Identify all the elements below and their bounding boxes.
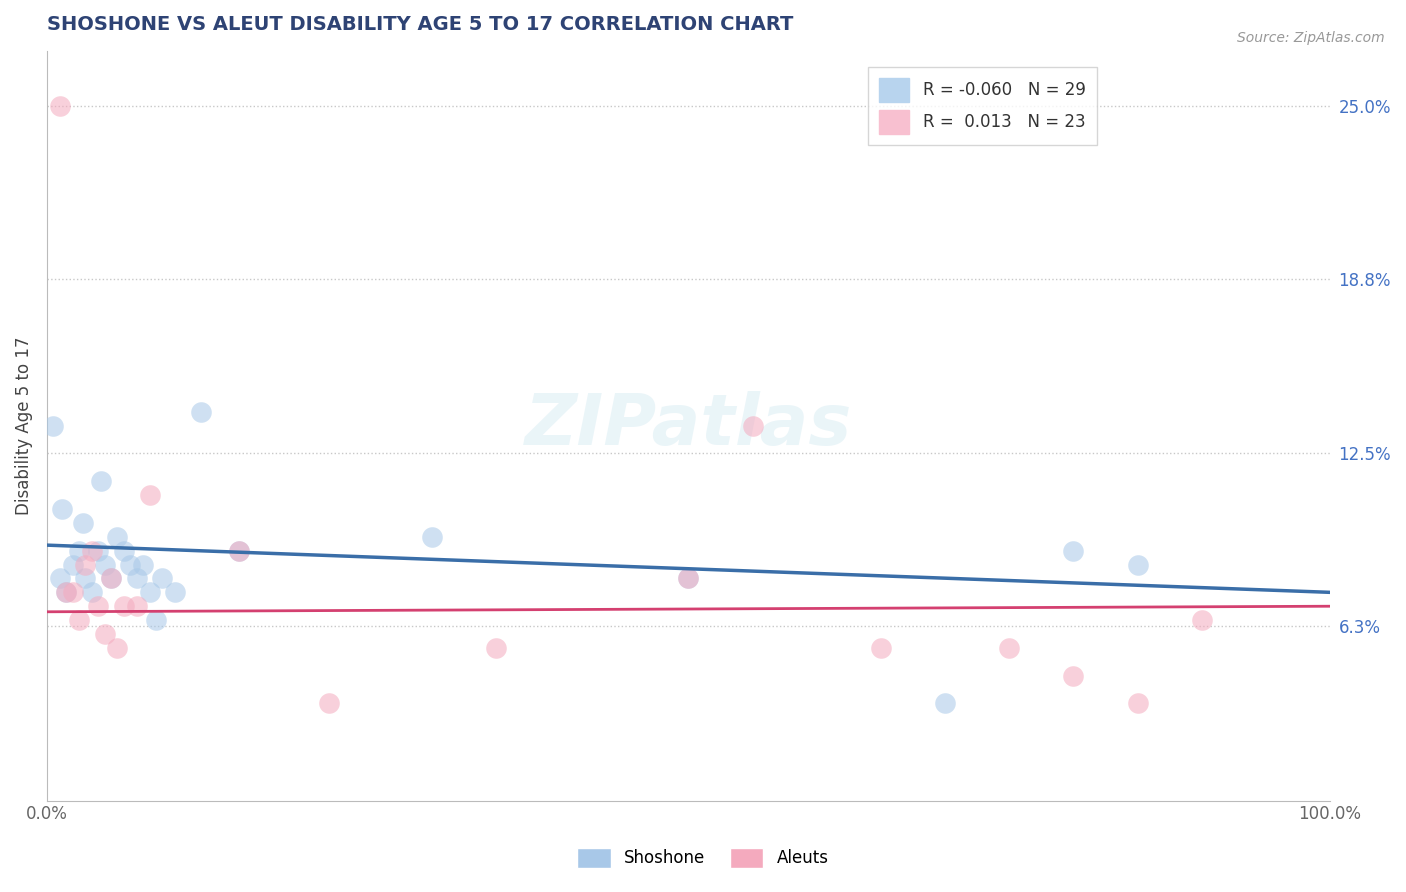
Text: ZIPatlas: ZIPatlas <box>524 392 852 460</box>
Point <box>1191 613 1213 627</box>
Point <box>998 640 1021 655</box>
Point <box>100 571 122 585</box>
Point <box>112 599 135 614</box>
Point <box>48 571 70 585</box>
Point <box>150 571 173 585</box>
Point <box>1126 697 1149 711</box>
Point <box>80 543 103 558</box>
Point <box>1062 543 1084 558</box>
Point <box>107 530 129 544</box>
Point <box>1062 668 1084 682</box>
Point <box>138 488 160 502</box>
Point <box>62 585 84 599</box>
Legend: Shoshone, Aleuts: Shoshone, Aleuts <box>571 841 835 875</box>
Point <box>67 543 90 558</box>
Point <box>80 585 103 599</box>
Legend: R = -0.060   N = 29, R =  0.013   N = 23: R = -0.060 N = 29, R = 0.013 N = 23 <box>868 67 1097 145</box>
Point <box>51 502 73 516</box>
Point <box>107 640 129 655</box>
Point <box>120 558 142 572</box>
Point <box>67 613 90 627</box>
Point <box>100 571 122 585</box>
Point <box>93 627 115 641</box>
Point <box>55 585 77 599</box>
Point <box>62 558 84 572</box>
Point <box>90 475 112 489</box>
Text: SHOSHONE VS ALEUT DISABILITY AGE 5 TO 17 CORRELATION CHART: SHOSHONE VS ALEUT DISABILITY AGE 5 TO 17… <box>46 15 793 34</box>
Point <box>1126 558 1149 572</box>
Point <box>48 99 70 113</box>
Point <box>132 558 155 572</box>
Point <box>190 405 212 419</box>
Point <box>420 530 443 544</box>
Point <box>93 558 115 572</box>
Point <box>87 599 110 614</box>
Y-axis label: Disability Age 5 to 17: Disability Age 5 to 17 <box>15 336 32 515</box>
Point <box>870 640 893 655</box>
Point <box>55 585 77 599</box>
Point <box>165 585 187 599</box>
Point <box>87 543 110 558</box>
Point <box>228 543 250 558</box>
Point <box>72 516 94 530</box>
Point <box>485 640 508 655</box>
Point <box>318 697 340 711</box>
Point <box>42 418 65 433</box>
Point <box>125 599 148 614</box>
Point <box>228 543 250 558</box>
Point <box>145 613 167 627</box>
Point <box>741 418 763 433</box>
Point <box>934 697 956 711</box>
Point <box>138 585 160 599</box>
Point <box>678 571 700 585</box>
Point <box>75 558 97 572</box>
Point <box>125 571 148 585</box>
Point <box>75 571 97 585</box>
Point <box>112 543 135 558</box>
Point <box>678 571 700 585</box>
Text: Source: ZipAtlas.com: Source: ZipAtlas.com <box>1237 31 1385 45</box>
